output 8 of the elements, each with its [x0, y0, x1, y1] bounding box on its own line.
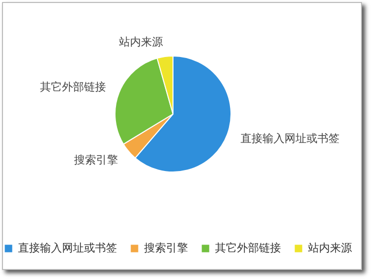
slice-label: 搜索引擎: [74, 154, 118, 167]
slice-label: 其它外部链接: [40, 80, 106, 94]
legend-label: 直接输入网址或书签: [18, 242, 117, 255]
slice-label: 站内来源: [119, 36, 164, 49]
legend-label: 其它外部链接: [215, 242, 281, 255]
legend-label: 搜索引擎: [144, 242, 188, 255]
slice-label: 直接输入网址或书签: [240, 132, 340, 146]
legend-label: 站内来源: [308, 242, 352, 255]
